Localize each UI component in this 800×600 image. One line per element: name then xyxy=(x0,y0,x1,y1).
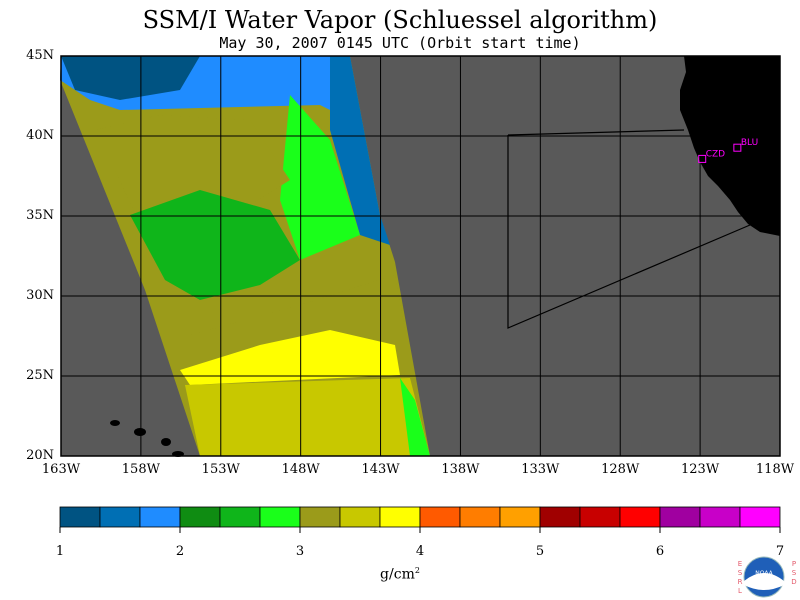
flight-track-line xyxy=(507,135,751,329)
colorbar-tick-label: 7 xyxy=(775,544,785,559)
colorbar-swatch xyxy=(339,506,381,528)
longitude-label: 118W xyxy=(755,462,795,477)
station-marker xyxy=(698,154,707,163)
station-label: CZD xyxy=(706,149,725,159)
colorbar-tick-label: 6 xyxy=(655,544,665,559)
colorbar-tick-label: 5 xyxy=(535,544,545,559)
colorbar-tick-label: 4 xyxy=(415,544,425,559)
longitude-label: 153W xyxy=(201,462,240,477)
colorbar-swatch xyxy=(139,506,181,528)
colorbar-swatch xyxy=(59,506,101,528)
longitude-label: 133W xyxy=(521,462,560,477)
colorbar-units: g/cm2 xyxy=(380,566,420,583)
map-title: SSM/I Water Vapor (Schluessel algorithm) xyxy=(142,6,658,34)
hawaii-island-0 xyxy=(110,420,120,426)
flight-track-north-line xyxy=(507,129,685,136)
colorbar-swatch xyxy=(499,506,541,528)
map-frame xyxy=(60,55,781,457)
swath-mid-green-band xyxy=(130,190,300,300)
latitude-label: 20N xyxy=(26,448,54,463)
swath-edge-green-band xyxy=(400,378,430,456)
longitude-label: 158W xyxy=(121,462,160,477)
noaa-logo-icon: NOAA xyxy=(743,556,785,598)
longitude-label: 123W xyxy=(681,462,720,477)
colorbar-swatch xyxy=(99,506,141,528)
swath-deep-blue-band xyxy=(61,56,200,100)
colorbar-swatch xyxy=(379,506,421,528)
swath-blue-edge-band xyxy=(330,56,390,245)
latitude-label: 40N xyxy=(26,128,54,143)
latitude-label: 35N xyxy=(26,208,54,223)
hawaii-island-1 xyxy=(134,428,146,436)
colorbar-tick-label: 3 xyxy=(295,544,305,559)
colorbar-swatch xyxy=(419,506,461,528)
hawaii-island-2 xyxy=(161,438,171,446)
longitude-label: 163W xyxy=(41,462,81,477)
colorbar-swatch xyxy=(659,506,701,528)
colorbar-swatch xyxy=(539,506,581,528)
svg-text:NOAA: NOAA xyxy=(755,570,773,577)
swath-gold-band xyxy=(185,378,430,456)
colorbar-swatch xyxy=(219,506,261,528)
colorbar-tick-label: 1 xyxy=(55,544,65,559)
colorbar-swatch xyxy=(579,506,621,528)
longitude-label: 138W xyxy=(441,462,480,477)
station-marker xyxy=(733,143,742,152)
latitude-label: 25N xyxy=(26,368,54,383)
colorbar-swatch xyxy=(299,506,341,528)
colorbar-swatch xyxy=(739,506,781,528)
longitude-label: 148W xyxy=(281,462,320,477)
station-label: BLU xyxy=(741,138,758,148)
map-subtitle: May 30, 2007 0145 UTC (Orbit start time) xyxy=(219,34,581,52)
colorbar-swatch xyxy=(459,506,501,528)
coastline-land xyxy=(680,56,780,236)
longitude-label: 128W xyxy=(601,462,640,477)
colorbar-swatch xyxy=(699,506,741,528)
swath-yellow-band xyxy=(180,330,400,385)
colorbar-swatch xyxy=(179,506,221,528)
latitude-label: 30N xyxy=(26,288,54,303)
latitude-label: 45N xyxy=(26,48,54,63)
colorbar-swatch xyxy=(259,506,301,528)
colorbar-tick-label: 2 xyxy=(175,544,185,559)
longitude-label: 143W xyxy=(361,462,400,477)
colorbar-swatch xyxy=(619,506,661,528)
